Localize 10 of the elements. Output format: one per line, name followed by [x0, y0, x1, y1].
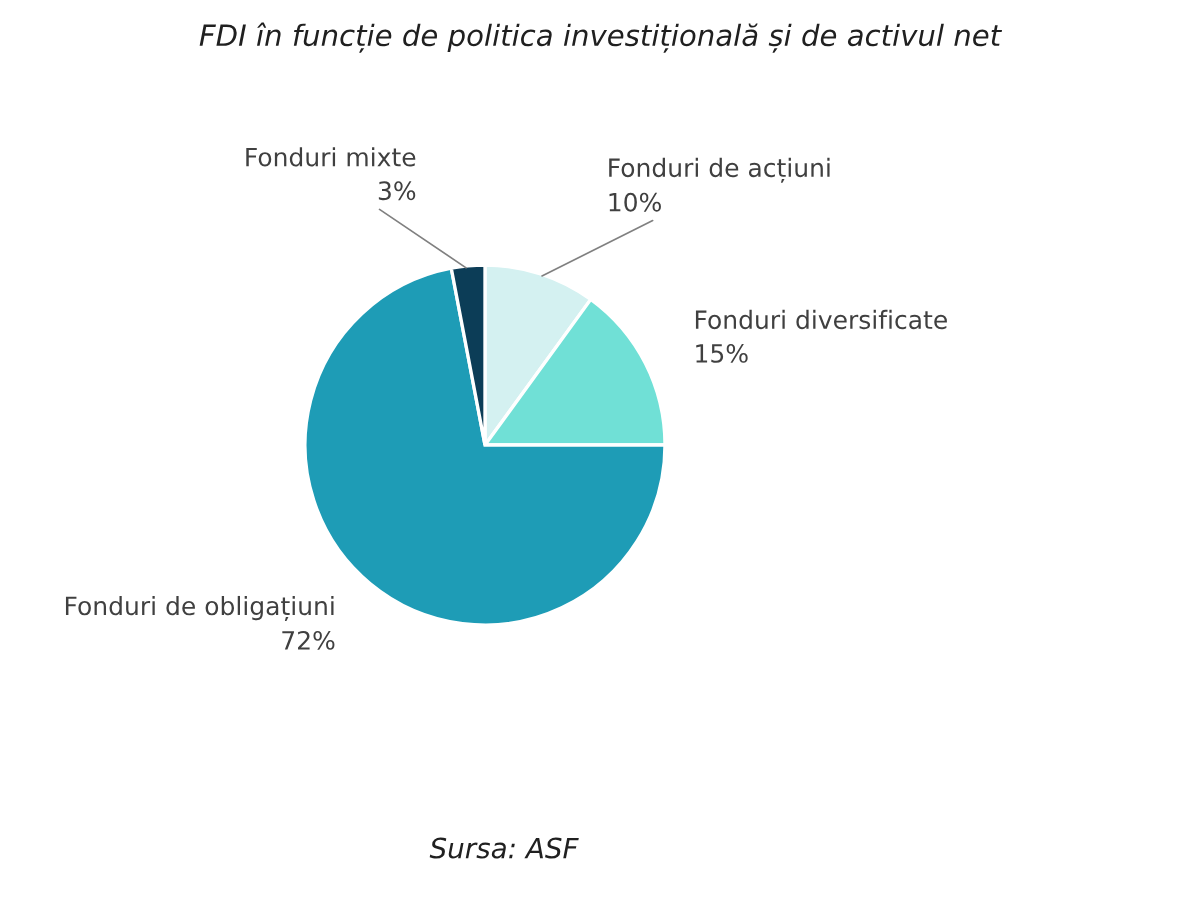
data-label: 3% — [378, 181, 416, 201]
slice-label: Fonduri de acțiuni — [609, 157, 830, 183]
slice-label: Fonduri de obligațiuni — [65, 595, 334, 621]
data-label: 15% — [696, 343, 748, 363]
slice-label: Fonduri mixte — [246, 147, 416, 167]
slice-label: Fonduri diversificate — [695, 309, 947, 330]
data-label: 72% — [282, 630, 335, 650]
text: Sursa: ASF — [429, 837, 579, 859]
chart-title: FDI în funcție de politica investițională și de activul net — [199, 22, 1003, 53]
data-label: 10% — [609, 192, 661, 212]
